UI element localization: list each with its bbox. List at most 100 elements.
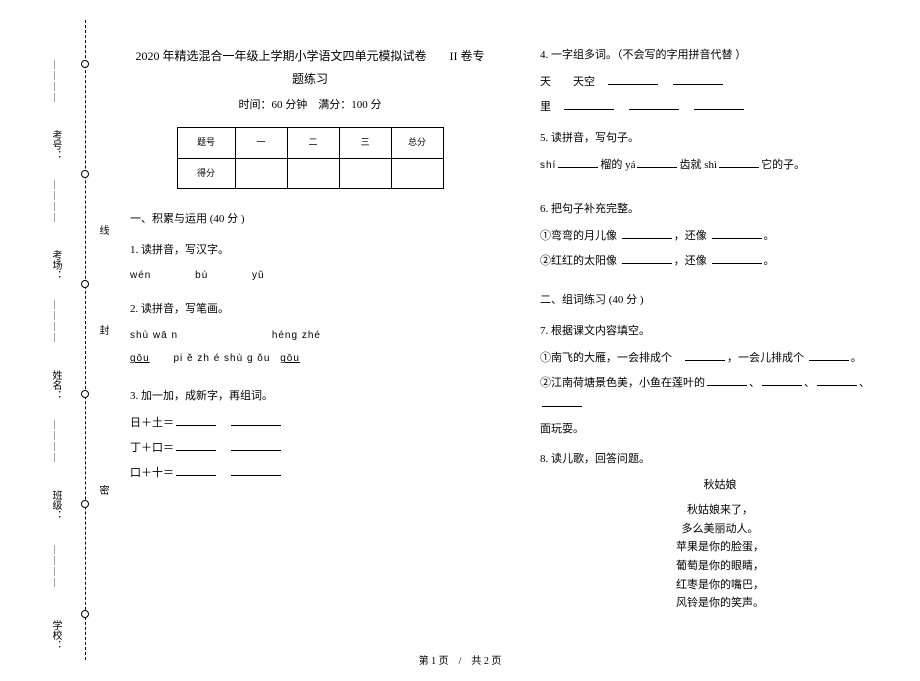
q4-tiankong: 天空 <box>573 76 595 88</box>
poem-line: 风铃是你的笑声。 <box>540 594 900 613</box>
seal-text-feng: 封 <box>95 325 110 341</box>
q5-d: 它的子。 <box>761 159 805 171</box>
q5-line: shí榴的 yá齿就 shì它的子。 <box>540 155 900 176</box>
pinyin-item: gōu <box>280 353 300 364</box>
fill-line: ＿＿＿＿ <box>52 300 65 344</box>
title-b: II 卷专 <box>450 49 485 63</box>
score-cell[interactable] <box>339 158 391 188</box>
binding-dotted-line <box>85 20 86 660</box>
left-column: 2020 年精选混合一年级上学期小学语文四单元模拟试卷 II 卷专 题练习 时间… <box>130 45 490 645</box>
q6-1: ①弯弯的月儿像 ，还像 。 <box>540 226 900 247</box>
q6-2: ②红红的太阳像 ，还像 。 <box>540 251 900 272</box>
q4-line-tian: 天 天空 <box>540 72 900 93</box>
q7-1a: ①南飞的大雁，一会排成个 <box>540 352 672 364</box>
fill-line: ＿＿＿＿ <box>52 545 65 589</box>
blank[interactable] <box>231 439 281 451</box>
poem-line: 多么美丽动人。 <box>540 520 900 539</box>
binding-circle <box>81 60 89 68</box>
fill-line: ＿＿＿＿ <box>52 180 65 224</box>
binding-margin: 密 封 线 学校： ＿＿＿＿ 班级： ＿＿＿＿ 姓名： ＿＿＿＿ 考场： ＿＿＿… <box>0 0 110 681</box>
table-row: 得分 <box>177 158 443 188</box>
binding-circle <box>81 610 89 618</box>
q2: 2. 读拼音，写笔画。 <box>130 299 490 320</box>
blank[interactable] <box>629 98 679 110</box>
blank[interactable] <box>707 374 747 386</box>
blank[interactable] <box>542 395 582 407</box>
section-2-title: 二、组词练习 (40 分 ) <box>540 290 900 311</box>
title-line-1: 2020 年精选混合一年级上学期小学语文四单元模拟试卷 II 卷专 <box>130 45 490 68</box>
q7-2a: ②江南荷塘景色美，小鱼在莲叶的 <box>540 377 705 389</box>
q3-item: 口＋十＝ <box>130 463 490 484</box>
q6-1b: ，还像 <box>674 230 707 242</box>
blank[interactable] <box>176 439 216 451</box>
col-2: 二 <box>287 128 339 158</box>
title-line-2: 题练习 <box>130 68 490 91</box>
blank[interactable] <box>712 227 762 239</box>
score-label: 得分 <box>177 158 235 188</box>
q3-item: 丁＋口＝ <box>130 438 490 459</box>
q5-b: 榴的 yá <box>600 159 635 171</box>
label-name: 姓名： <box>48 370 63 400</box>
binding-circle <box>81 280 89 288</box>
score-cell[interactable] <box>235 158 287 188</box>
title-a: 2020 年精选混合一年级上学期小学语文四单元模拟试卷 <box>135 49 426 63</box>
th-label: 题号 <box>177 128 235 158</box>
fill-line: ＿＿＿＿ <box>52 60 65 104</box>
blank[interactable] <box>719 156 759 168</box>
blank[interactable] <box>231 414 281 426</box>
q4: 4. 一字组多词。（不会写的字用拼音代替 ） <box>540 45 900 66</box>
col-total: 总分 <box>391 128 443 158</box>
pinyin-item: bù <box>195 270 208 281</box>
poem-line: 红枣是你的嘴巴， <box>540 576 900 595</box>
q6-2b: ，还像 <box>674 255 707 267</box>
q3-item: 日＋土＝ <box>130 413 490 434</box>
q1-pinyin: wén bù yǔ <box>130 266 490 285</box>
q3: 3. 加一加，成新字，再组词。 <box>130 386 490 407</box>
blank[interactable] <box>817 374 857 386</box>
q7-2b: 面玩耍。 <box>540 419 900 440</box>
blank[interactable] <box>685 349 725 361</box>
seal-text-xian: 线 <box>95 225 110 241</box>
pinyin-item: pi ě zh é shù g ǒu <box>173 353 270 364</box>
score-cell[interactable] <box>287 158 339 188</box>
blank[interactable] <box>622 227 672 239</box>
q4-line-li: 里 <box>540 97 900 118</box>
pinyin-item: yǔ <box>252 270 265 281</box>
q6-1a: ①弯弯的月儿像 <box>540 230 617 242</box>
blank[interactable] <box>673 73 723 85</box>
poem-line: 苹果是你的脸蛋， <box>540 538 900 557</box>
q2-line2: gōu pi ě zh é shù g ǒu gōu <box>130 349 490 368</box>
blank[interactable] <box>176 464 216 476</box>
q7: 7. 根据课文内容填空。 <box>540 321 900 342</box>
blank[interactable] <box>231 464 281 476</box>
label-school: 学校： <box>48 620 63 650</box>
blank[interactable] <box>637 156 677 168</box>
blank[interactable] <box>762 374 802 386</box>
label-id: 考号： <box>48 130 63 160</box>
col-1: 一 <box>235 128 287 158</box>
pinyin-item: shù wā n <box>130 330 178 341</box>
blank[interactable] <box>712 252 762 264</box>
blank[interactable] <box>558 156 598 168</box>
blank[interactable] <box>694 98 744 110</box>
label-room: 考场： <box>48 250 63 280</box>
q1: 1. 读拼音，写汉字。 <box>130 240 490 261</box>
q2-line1: shù wā n héng zhé <box>130 326 490 345</box>
q7-2: ②江南荷塘景色美，小鱼在莲叶的、、、 <box>540 373 900 415</box>
page-content: 2020 年精选混合一年级上学期小学语文四单元模拟试卷 II 卷专 题练习 时间… <box>130 45 900 645</box>
blank[interactable] <box>176 414 216 426</box>
binding-circle <box>81 500 89 508</box>
blank[interactable] <box>622 252 672 264</box>
pinyin-item: wén <box>130 270 151 281</box>
q6-2a: ②红红的太阳像 <box>540 255 617 267</box>
poem-line: 秋姑娘来了， <box>540 501 900 520</box>
score-cell[interactable] <box>391 158 443 188</box>
fill-line: ＿＿＿＿ <box>52 420 65 464</box>
binding-circle <box>81 170 89 178</box>
table-row: 题号 一 二 三 总分 <box>177 128 443 158</box>
poem-line: 葡萄是你的眼睛， <box>540 557 900 576</box>
blank[interactable] <box>608 73 658 85</box>
blank[interactable] <box>809 349 849 361</box>
blank[interactable] <box>564 98 614 110</box>
q4-tian: 天 <box>540 76 551 88</box>
